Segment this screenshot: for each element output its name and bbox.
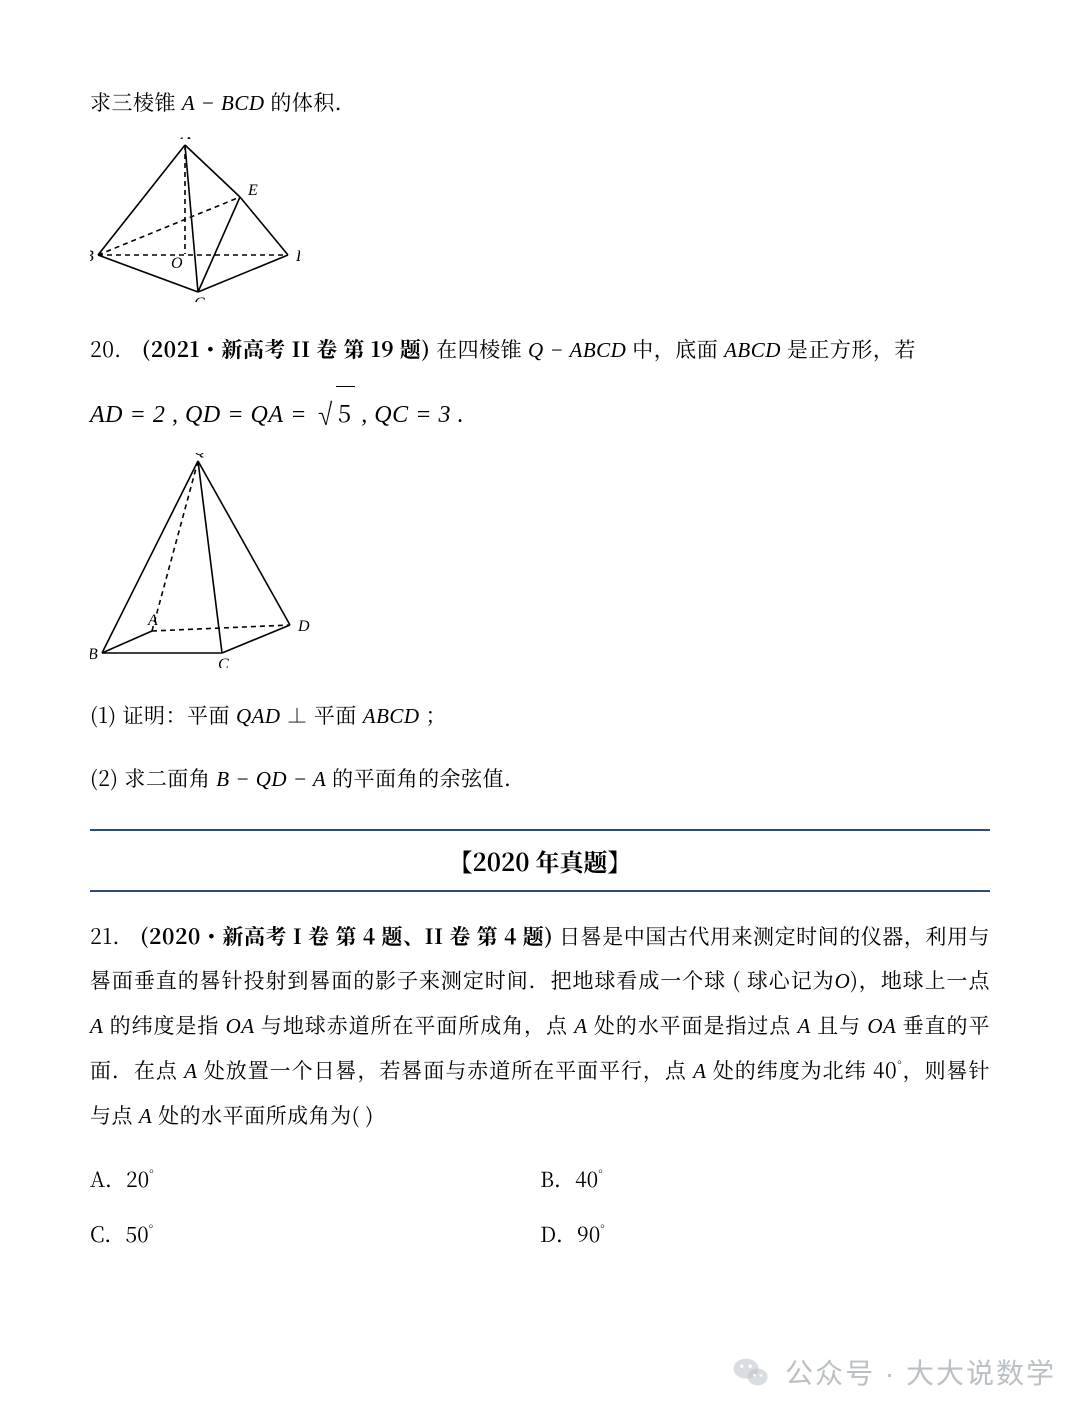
text: (2) 求二面角 [90, 763, 216, 793]
eq: = [415, 402, 438, 428]
option-label: A． [90, 1164, 126, 1194]
option-value: 50 [126, 1219, 149, 1249]
q20-equation: AD = 2 , QD = QA = √5 , QC = 3 . [90, 386, 990, 440]
text: 的平面角的余弦值． [332, 763, 526, 793]
top-fragment: 求三棱锥 A − BCD 的体积． [90, 80, 990, 125]
degree-symbol: ° [149, 1219, 153, 1238]
content-column: 求三棱锥 A − BCD 的体积． ABCDEO 20． (2021・新高考 I… [90, 80, 990, 1261]
fig2-svg: Q A B C D [90, 453, 310, 668]
degree-symbol: ° [600, 1219, 604, 1238]
math-var: O [835, 969, 851, 993]
math-var: A [798, 1014, 811, 1038]
text: 处的纬度为北纬 [707, 1055, 873, 1085]
math-var: A [574, 1014, 587, 1038]
math-expr: B − QD − A [216, 767, 326, 791]
text: 的体积． [270, 87, 356, 117]
svg-text:A: A [180, 137, 191, 143]
math-expr: ABCD [363, 704, 420, 728]
option-value: 20 [126, 1164, 149, 1194]
var: QC [374, 402, 408, 428]
svg-text:C: C [218, 656, 229, 668]
math-var: A [184, 1059, 197, 1083]
figure-pyramid-qabcd: Q A B C D [90, 453, 990, 673]
q-number: 21． [90, 921, 134, 951]
q20-part2: (2) 求二面角 B − QD − A 的平面角的余弦值． [90, 756, 990, 801]
math-var: OA [226, 1014, 255, 1038]
eq: = [290, 402, 313, 428]
watermark-text: 公众号 · 大大说数学 [785, 1352, 1056, 1392]
text: 与地球赤道所在平面所成角，点 [255, 1010, 575, 1040]
math-expr: QAD [236, 704, 281, 728]
fig1-svg: A B C D E O [90, 137, 300, 302]
q21-options: A．20°B．40°C．50°D．90° [90, 1152, 990, 1261]
option: C．50° [90, 1207, 540, 1262]
divider [90, 829, 990, 831]
math-var: A [693, 1059, 706, 1083]
var: QD [185, 402, 221, 428]
var: QA [251, 402, 284, 428]
wechat-icon [731, 1352, 771, 1392]
figure-pyramid-abcd: A B C D E O [90, 137, 990, 307]
math-var: A [139, 1104, 152, 1128]
page: 求三棱锥 A − BCD 的体积． ABCDEO 20． (2021・新高考 I… [0, 0, 1080, 1412]
math-expr: A − BCD [182, 91, 265, 115]
text: 处的水平面是指过点 [588, 1010, 798, 1040]
text: 且与 [811, 1010, 867, 1040]
option-label: D． [540, 1219, 577, 1249]
sqrt: √5 [313, 386, 354, 437]
svg-text:O: O [171, 255, 183, 272]
end: . [458, 402, 465, 428]
q-number: 20． [90, 334, 136, 364]
option: D．90° [540, 1207, 990, 1262]
text: 是正方形，若 [787, 334, 916, 364]
text: 求三棱锥 [90, 87, 182, 117]
q-source: (2020・新高考 I 卷 第 4 题、II 卷 第 4 题) [140, 921, 553, 951]
math-expr: Q − ABCD [528, 338, 626, 362]
svg-text:B: B [90, 248, 94, 265]
option-label: C． [90, 1219, 126, 1249]
num: 3 [438, 402, 451, 428]
svg-text:B: B [90, 646, 98, 663]
svg-text:A: A [147, 612, 158, 629]
num: 2 [153, 402, 166, 428]
eq: = [227, 402, 250, 428]
svg-text:E: E [247, 182, 258, 199]
text: 处的水平面所成角为( ) [152, 1100, 374, 1130]
svg-text:Q: Q [194, 453, 206, 459]
math-var: A [90, 1014, 103, 1038]
degree-symbol: ° [149, 1164, 153, 1183]
option-value: 40 [575, 1164, 598, 1194]
text: 在四棱锥 [436, 334, 528, 364]
svg-text:D: D [295, 248, 300, 265]
q20-part1: (1) 证明：平面 QAD ⊥ 平面 ABCD ； [90, 693, 990, 738]
eq: = [130, 402, 153, 428]
option-value: 90 [577, 1219, 600, 1249]
text: )，地球上一点 [850, 965, 990, 995]
divider [90, 890, 990, 892]
svg-text:D: D [297, 618, 310, 635]
degree-symbol: ° [598, 1164, 602, 1183]
watermark: 公众号 · 大大说数学 [731, 1352, 1056, 1392]
var: AD [90, 402, 123, 428]
text: 中，底面 [632, 334, 724, 364]
degree-value: 40 [873, 1055, 897, 1085]
text: 的纬度是指 [103, 1010, 225, 1040]
text: ⊥ 平面 [287, 700, 363, 730]
math-var: OA [867, 1014, 896, 1038]
q20-stem: 20． (2021・新高考 II 卷 第 19 题) 在四棱锥 Q − ABCD… [90, 327, 990, 372]
option: A．20° [90, 1152, 540, 1207]
svg-text:C: C [194, 295, 205, 302]
option: B．40° [540, 1152, 990, 1207]
option-label: B． [540, 1164, 575, 1194]
math-expr: ABCD [724, 338, 781, 362]
q-source: (2021・新高考 II 卷 第 19 题) [142, 334, 430, 364]
text: ； [425, 700, 447, 730]
section-title-2020: 【2020 年真题】 [90, 843, 990, 878]
q21-stem: 21． (2020・新高考 I 卷 第 4 题、II 卷 第 4 题) 日晷是中… [90, 914, 990, 1138]
sep: , [172, 402, 185, 428]
text: 处放置一个日晷，若晷面与赤道所在平面平行，点 [197, 1055, 693, 1085]
text: (1) 证明：平面 [90, 700, 236, 730]
radicand: 5 [336, 386, 355, 437]
sep: , [361, 402, 374, 428]
